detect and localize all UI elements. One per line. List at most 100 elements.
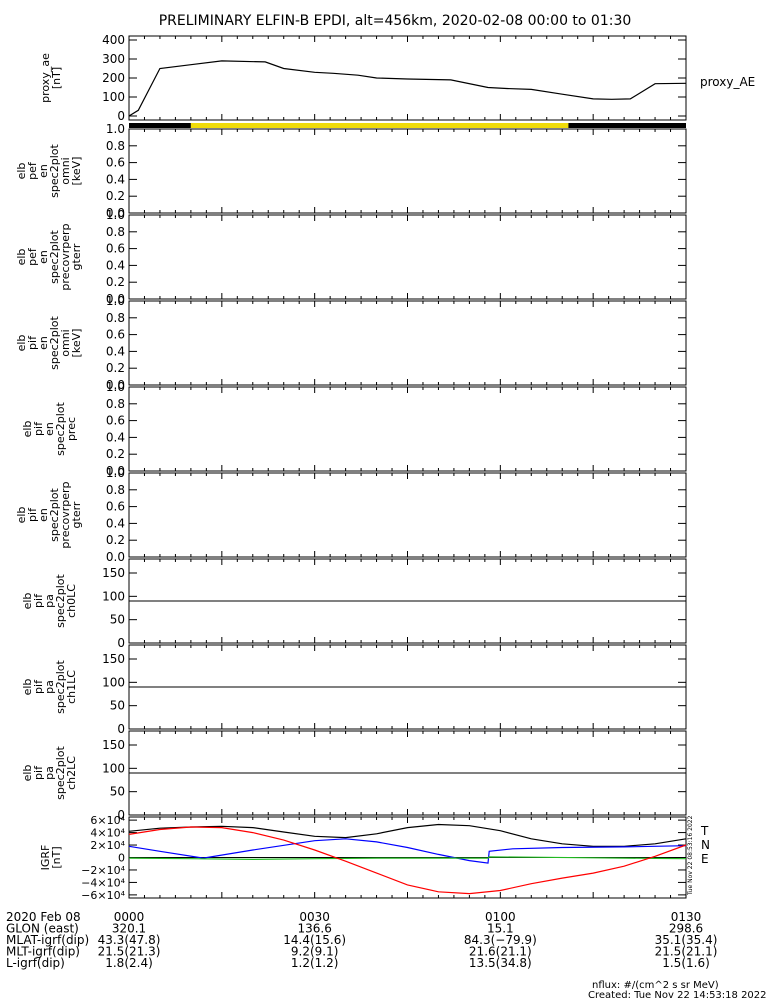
time-axis-row-value: 14.4(15.6) bbox=[283, 933, 346, 947]
panel-elb-pif-pa-spec2plot-ch1lc-ytick-label: 0 bbox=[117, 722, 125, 736]
proxy-ae-ytick-label: 100 bbox=[102, 90, 125, 104]
zone-bar-segment bbox=[129, 123, 191, 128]
panel-elb-pif-en-spec2plot-precovrperp-gterr-ylabel: elb bbox=[15, 507, 28, 524]
time-axis-row-value: 320.1 bbox=[112, 922, 146, 936]
panel-elb-pif-pa-spec2plot-ch0lc-ylabel: pa bbox=[43, 594, 56, 608]
panel-elb-pif-pa-spec2plot-ch1lc-ytick-label: 50 bbox=[110, 699, 125, 713]
panel-elb-pif-pa-spec2plot-ch2lc-ylabel: pif bbox=[32, 765, 45, 780]
panel-elb-pif-en-spec2plot-prec-ytick-label: 0.0 bbox=[106, 464, 125, 478]
panel-elb-pif-en-spec2plot-precovrperp-gterr-ytick-label: 0.0 bbox=[106, 550, 125, 564]
panel-elb-pif-en-spec2plot-precovrperp-gterr-ytick-label: 0.4 bbox=[106, 516, 125, 530]
panel-elb-pif-en-spec2plot-omni-frame bbox=[128, 300, 687, 386]
igrf-series-n bbox=[128, 838, 687, 864]
panel-elb-pif-en-spec2plot-omni-ytick-label: 0.6 bbox=[106, 328, 125, 342]
time-axis-row-label: 2020 Feb 08 bbox=[6, 910, 81, 924]
panel-elb-pif-pa-spec2plot-ch1lc-ylabel: elb bbox=[21, 679, 34, 696]
panel-elb-pif-pa-spec2plot-ch2lc-ylabel: ch2LC bbox=[65, 756, 78, 790]
panel-elb-pif-pa-spec2plot-ch1lc-ylabel: pif bbox=[32, 679, 45, 694]
time-axis-labels: 2020 Feb 08 0000 0030 0100 0130 GLON (east) 32… bbox=[6, 910, 717, 970]
panel-elb-pef-en-spec2plot-omni-ylabel: omni bbox=[59, 157, 72, 184]
igrf-ytick-label: 0 bbox=[118, 852, 125, 865]
panel-elb-pif-pa-spec2plot-ch2lc-ytick-label: 150 bbox=[102, 738, 125, 752]
igrf-legend-n: N bbox=[701, 838, 710, 852]
time-axis-row-value: 1.2(1.2) bbox=[291, 956, 339, 970]
panel-elb-pef-en-spec2plot-omni-ylabel: pef bbox=[26, 161, 39, 180]
panel-elb-pif-pa-spec2plot-ch1lc-ytick-label: 100 bbox=[102, 675, 125, 689]
panel-elb-pif-pa-spec2plot-ch0lc-ytick-label: 100 bbox=[102, 589, 125, 603]
time-axis-row-value: 9.2(9.1) bbox=[291, 945, 339, 959]
time-axis-row-label: GLON (east) bbox=[6, 922, 79, 936]
panel-elb-pif-en-spec2plot-omni-ylabel: en bbox=[37, 336, 50, 350]
panel-elb-pef-en-spec2plot-omni-ytick-label: 0.0 bbox=[106, 206, 125, 220]
panel-elb-pef-en-spec2plot-precovrperp-gterr-ytick-label: 1.0 bbox=[106, 208, 125, 222]
time-axis-row-value: 136.6 bbox=[297, 922, 331, 936]
time-axis-row-value: 21.6(21.1) bbox=[469, 945, 532, 959]
panel-elb-pef-en-spec2plot-omni-ylabel: [keV] bbox=[70, 157, 83, 186]
time-axis-row-value: 43.3(47.8) bbox=[98, 933, 161, 947]
panel-elb-pif-en-spec2plot-prec-ytick-label: 0.4 bbox=[106, 430, 125, 444]
panel-elb-pif-en-spec2plot-precovrperp-gterr-ylabel: precovrperp bbox=[59, 481, 72, 548]
panel-elb-pif-en-spec2plot-prec-ytick-label: 0.2 bbox=[106, 447, 125, 461]
panel-elb-pif-en-spec2plot-omni-ytick-label: 1.0 bbox=[106, 294, 125, 308]
panel-elb-pef-en-spec2plot-omni-ylabel: elb bbox=[15, 163, 28, 180]
igrf-ylabel: IGRF bbox=[39, 845, 52, 871]
panel-elb-pif-en-spec2plot-precovrperp-gterr-ylabel: pif bbox=[26, 507, 39, 522]
time-axis-row-value: 21.5(21.3) bbox=[98, 945, 161, 959]
igrf-legend-t: T bbox=[700, 824, 709, 838]
panel-elb-pef-en-spec2plot-precovrperp-gterr-ylabel: elb bbox=[15, 249, 28, 266]
panel-elb-pef-en-spec2plot-omni-ytick-label: 0.4 bbox=[106, 172, 125, 186]
panel-elb-pif-en-spec2plot-prec-ytick-label: 0.6 bbox=[106, 414, 125, 428]
panel-elb-pef-en-spec2plot-precovrperp-gterr-ytick-label: 0.4 bbox=[106, 258, 125, 272]
panel-elb-pef-en-spec2plot-precovrperp-gterr-ylabel: pef bbox=[26, 247, 39, 266]
proxy-ae-panel-frame bbox=[128, 35, 687, 121]
igrf-ytick-label: −2×10⁴ bbox=[81, 864, 125, 877]
panel-elb-pif-pa-spec2plot-ch1lc-ylabel: pa bbox=[43, 680, 56, 694]
time-axis-row-value: 0000 bbox=[114, 910, 145, 924]
time-axis-row-value: 1.5(1.6) bbox=[662, 956, 710, 970]
time-axis-row-value: 1.8(2.4) bbox=[105, 956, 153, 970]
panel-elb-pif-pa-spec2plot-ch0lc-ytick-label: 150 bbox=[102, 566, 125, 580]
panel-elb-pif-en-spec2plot-omni-ytick-label: 0.0 bbox=[106, 378, 125, 392]
created-stamp: Created: Tue Nov 22 14:53:18 2022 bbox=[588, 990, 767, 1000]
proxy-ae-ytick-label: 200 bbox=[102, 71, 125, 85]
panel-elb-pif-pa-spec2plot-ch2lc-ytick-label: 0 bbox=[117, 808, 125, 822]
panel-elb-pif-pa-spec2plot-ch2lc-ylabel: elb bbox=[21, 765, 34, 782]
panel-elb-pef-en-spec2plot-precovrperp-gterr-ylabel: precovrperp bbox=[59, 223, 72, 290]
time-axis-row-value: 0130 bbox=[671, 910, 702, 924]
panel-elb-pef-en-spec2plot-omni-ytick-label: 1.0 bbox=[106, 122, 125, 136]
panel-elb-pif-en-spec2plot-precovrperp-gterr-ylabel: gterr bbox=[70, 501, 83, 528]
panel-elb-pef-en-spec2plot-precovrperp-gterr-ytick-label: 0.2 bbox=[106, 275, 125, 289]
panel-elb-pif-pa-spec2plot-ch2lc-ylabel: pa bbox=[43, 766, 56, 780]
panel-elb-pif-pa-spec2plot-ch0lc-ylabel: elb bbox=[21, 593, 34, 610]
panel-elb-pif-en-spec2plot-precovrperp-gterr-frame bbox=[128, 472, 687, 558]
panel-elb-pef-en-spec2plot-omni-ytick-label: 0.8 bbox=[106, 139, 125, 153]
proxy-ae-right-label: proxy_AE bbox=[700, 75, 755, 89]
proxy-ae-ytick-label: 0 bbox=[117, 109, 125, 123]
panel-elb-pif-pa-spec2plot-ch2lc-ylabel: spec2plot bbox=[54, 746, 67, 800]
igrf-legend-e: E bbox=[701, 852, 709, 866]
panel-elb-pif-en-spec2plot-omni-ylabel: omni bbox=[59, 329, 72, 356]
time-axis-row-label: MLAT-igrf(dip) bbox=[6, 933, 89, 947]
panel-elb-pif-en-spec2plot-omni-ytick-label: 0.2 bbox=[106, 361, 125, 375]
panel-elb-pef-en-spec2plot-omni-ylabel: spec2plot bbox=[48, 144, 61, 198]
panel-elb-pif-en-spec2plot-omni-ytick-label: 0.8 bbox=[106, 311, 125, 325]
zone-bar-segment bbox=[568, 123, 686, 128]
panel-elb-pif-en-spec2plot-omni-ylabel: pif bbox=[26, 335, 39, 350]
time-axis-row-label: MLT-igrf(dip) bbox=[6, 945, 80, 959]
time-axis-row-value: 13.5(34.8) bbox=[469, 956, 532, 970]
igrf-ytick-label: −6×10⁴ bbox=[81, 889, 125, 902]
igrf-series-red bbox=[128, 826, 687, 895]
panel-elb-pif-pa-spec2plot-ch0lc-ytick-label: 0 bbox=[117, 636, 125, 650]
panel-elb-pif-pa-spec2plot-ch0lc-ylabel: spec2plot bbox=[54, 574, 67, 628]
figure-title: PRELIMINARY ELFIN-B EPDI, alt=456km, 202… bbox=[159, 13, 632, 29]
panel-elb-pif-pa-spec2plot-ch2lc-ytick-label: 50 bbox=[110, 785, 125, 799]
panel-elb-pif-en-spec2plot-prec-ylabel: pif bbox=[32, 421, 45, 436]
panel-elb-pif-en-spec2plot-prec-ylabel: prec bbox=[65, 417, 78, 441]
panel-elb-pif-pa-spec2plot-ch1lc-ylabel: spec2plot bbox=[54, 660, 67, 714]
panel-elb-pif-en-spec2plot-precovrperp-gterr-ytick-label: 0.6 bbox=[106, 500, 125, 514]
panel-elb-pif-en-spec2plot-precovrperp-gterr-ytick-label: 0.2 bbox=[106, 533, 125, 547]
igrf-series-e bbox=[128, 856, 687, 861]
zone-bar-segment bbox=[190, 123, 569, 128]
